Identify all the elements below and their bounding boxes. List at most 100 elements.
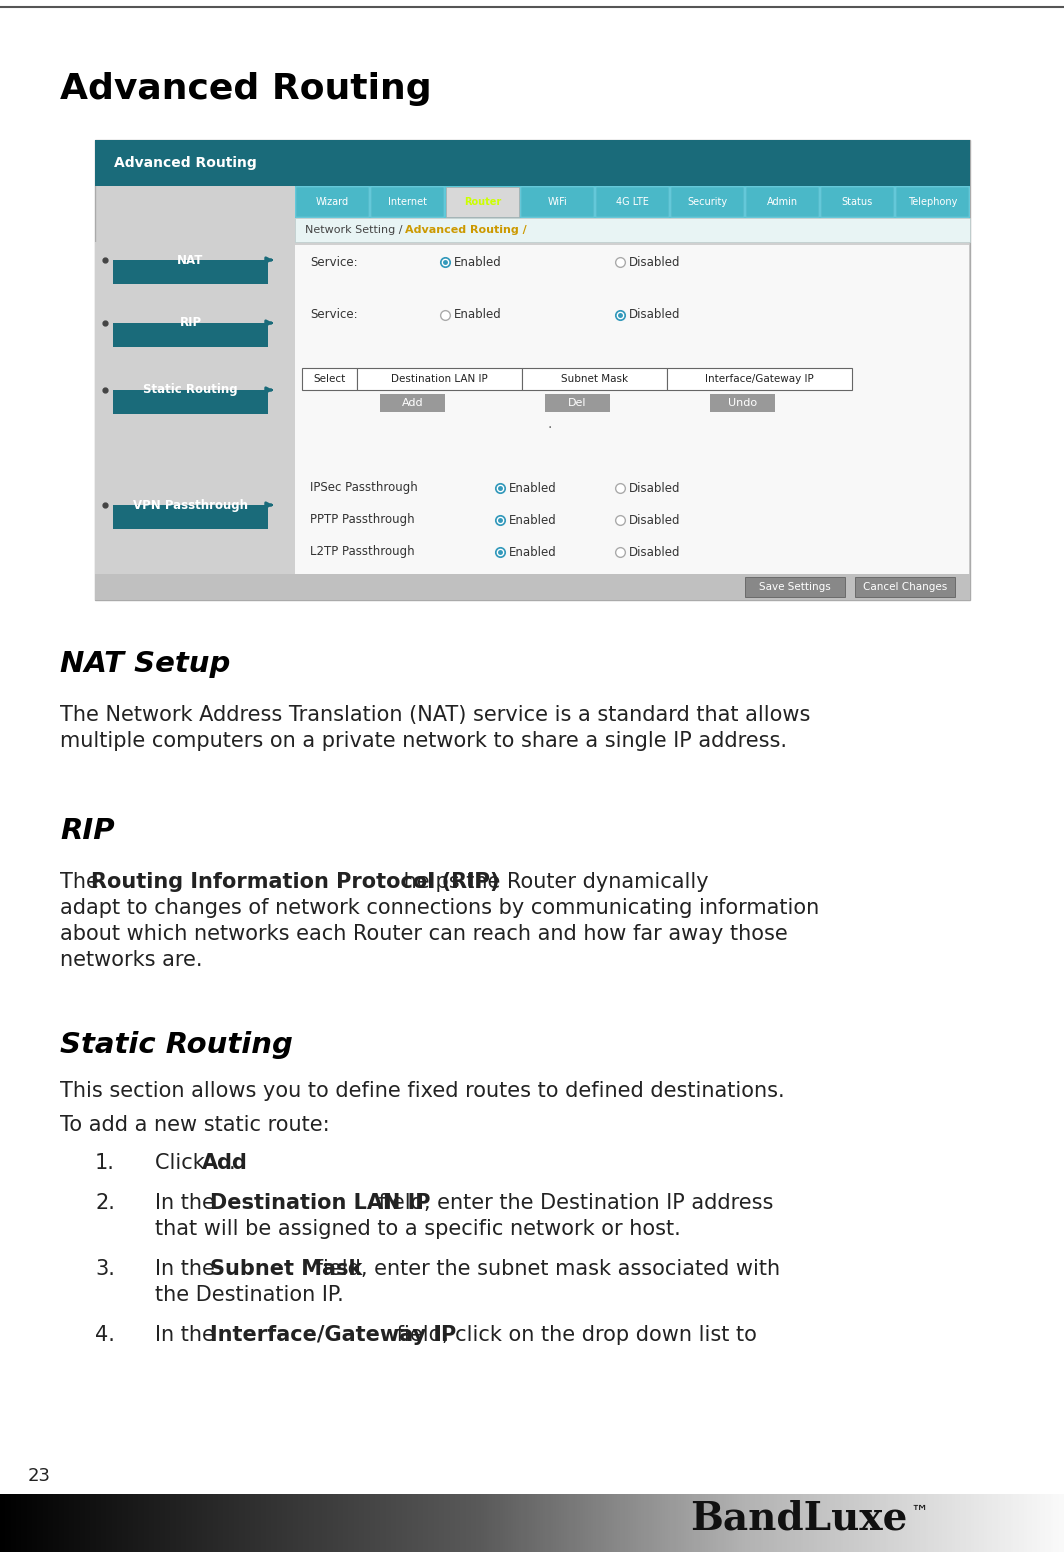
Bar	[375, 1495, 379, 1552]
Text: Destination LAN IP: Destination LAN IP	[210, 1193, 430, 1214]
Bar	[628, 1495, 631, 1552]
Bar	[545, 394, 610, 411]
Bar	[48, 1495, 51, 1552]
Bar	[604, 1495, 608, 1552]
Bar	[1055, 1495, 1060, 1552]
Bar	[771, 1495, 775, 1552]
Text: Undo: Undo	[728, 397, 758, 408]
Text: Static Routing: Static Routing	[60, 1031, 293, 1058]
Bar	[912, 1495, 916, 1552]
Bar	[686, 1495, 689, 1552]
Bar	[559, 1495, 562, 1552]
Bar	[133, 1495, 136, 1552]
Text: 2.: 2.	[95, 1193, 115, 1214]
Bar	[708, 1495, 711, 1552]
Bar	[293, 1495, 296, 1552]
Bar	[878, 1495, 881, 1552]
Bar	[445, 1495, 448, 1552]
Bar	[11, 1495, 14, 1552]
Bar	[1005, 1495, 1009, 1552]
Bar	[296, 186, 369, 217]
Bar	[253, 1495, 256, 1552]
Bar	[9, 1495, 12, 1552]
Bar	[1000, 1495, 1003, 1552]
Bar	[1027, 1495, 1030, 1552]
Bar	[1050, 1495, 1054, 1552]
Bar	[348, 1495, 352, 1552]
Bar	[777, 1495, 780, 1552]
Bar	[569, 1495, 572, 1552]
Bar	[144, 1495, 147, 1552]
Bar	[186, 1495, 189, 1552]
Bar	[665, 1495, 668, 1552]
Bar	[828, 1495, 831, 1552]
Bar	[534, 1495, 538, 1552]
Bar	[1016, 1495, 1019, 1552]
Bar	[298, 1495, 301, 1552]
Bar	[785, 1495, 788, 1552]
Bar	[95, 140, 970, 601]
Bar	[367, 1495, 370, 1552]
Bar	[335, 1495, 338, 1552]
Bar	[832, 1495, 836, 1552]
Text: about which networks each Router can reach and how far away those: about which networks each Router can rea…	[60, 923, 787, 944]
Bar	[968, 1495, 971, 1552]
Bar	[713, 1495, 716, 1552]
Bar	[846, 1495, 849, 1552]
Bar	[516, 1495, 519, 1552]
Bar	[867, 1495, 870, 1552]
Bar	[468, 1495, 471, 1552]
Bar	[580, 1495, 583, 1552]
Bar	[747, 1495, 751, 1552]
Text: In the: In the	[155, 1193, 221, 1214]
Bar	[277, 1495, 280, 1552]
Bar	[734, 1495, 737, 1552]
Bar	[417, 1495, 421, 1552]
Bar	[668, 1495, 671, 1552]
Bar	[633, 1495, 636, 1552]
Bar	[984, 1495, 987, 1552]
Bar	[321, 1495, 326, 1552]
Bar	[381, 1495, 384, 1552]
Bar	[519, 1495, 522, 1552]
Text: that will be assigned to a specific network or host.: that will be assigned to a specific netw…	[155, 1218, 681, 1238]
Bar	[718, 1495, 721, 1552]
Bar	[596, 186, 669, 217]
Bar	[126, 1495, 129, 1552]
Text: The: The	[60, 872, 105, 892]
Bar	[202, 1495, 205, 1552]
Bar	[492, 1495, 496, 1552]
Bar	[564, 1495, 567, 1552]
Bar	[907, 1495, 911, 1552]
Bar	[210, 1495, 214, 1552]
Bar	[553, 1495, 556, 1552]
Bar	[721, 1495, 725, 1552]
Bar	[204, 1495, 209, 1552]
Bar	[745, 577, 845, 598]
Bar	[746, 186, 819, 217]
Bar	[862, 1495, 865, 1552]
Bar	[662, 1495, 666, 1552]
Bar	[311, 1495, 315, 1552]
Bar	[502, 1495, 506, 1552]
Bar	[798, 1495, 801, 1552]
Bar	[346, 1495, 349, 1552]
Bar	[119, 1495, 123, 1552]
Bar	[649, 1495, 652, 1552]
Text: Enabled: Enabled	[454, 256, 502, 268]
Bar	[431, 1495, 434, 1552]
Bar	[710, 394, 775, 411]
Bar	[37, 1495, 40, 1552]
Bar	[94, 1495, 97, 1552]
Bar	[963, 1495, 966, 1552]
Text: adapt to changes of network connections by communicating information: adapt to changes of network connections …	[60, 899, 819, 917]
Text: Status: Status	[842, 197, 874, 206]
Bar	[221, 1495, 225, 1552]
Bar	[995, 1495, 998, 1552]
Bar	[176, 1495, 179, 1552]
Bar	[266, 1495, 269, 1552]
Bar	[990, 1495, 993, 1552]
Text: .: .	[548, 417, 552, 431]
Bar	[1021, 1495, 1025, 1552]
Bar	[704, 1495, 709, 1552]
